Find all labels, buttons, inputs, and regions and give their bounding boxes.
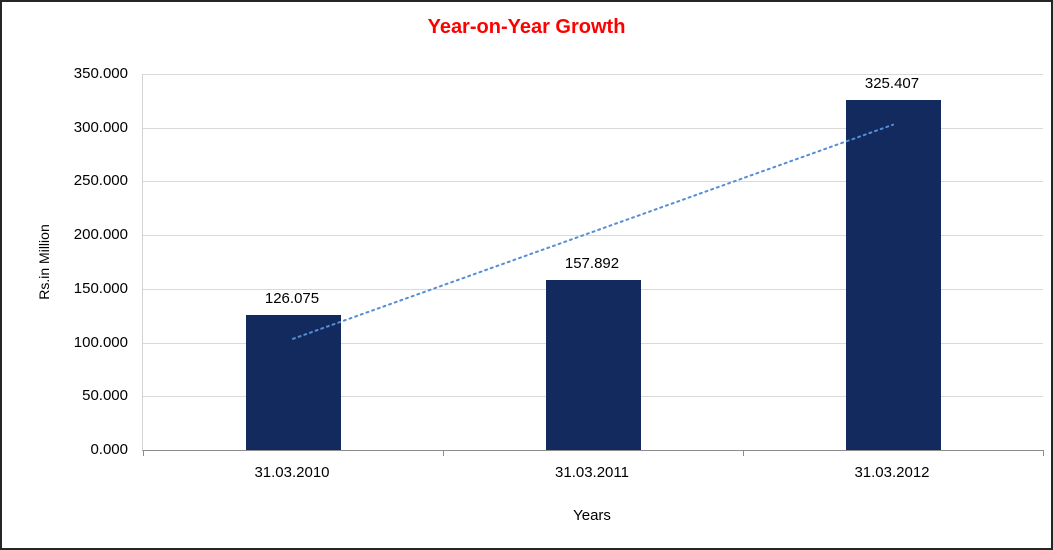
y-axis-tick-label: 50.000	[82, 387, 128, 405]
x-axis-title: Years	[573, 507, 611, 524]
chart-title: Year-on-Year Growth	[427, 16, 626, 38]
data-label: 325.407	[864, 75, 920, 93]
y-axis-tick-label: 150.000	[73, 279, 128, 297]
x-axis-tick-label: 31.03.2012	[854, 464, 930, 481]
bar-31.03.2011	[545, 280, 641, 450]
x-axis-tick-mark	[143, 450, 144, 456]
x-axis-tick-label: 31.03.2010	[254, 464, 330, 481]
y-axis-tick-label: 300.000	[73, 118, 128, 136]
data-label: 126.075	[264, 289, 320, 307]
x-axis-tick-mark	[443, 450, 444, 456]
x-axis-tick-label: 31.03.2011	[555, 464, 629, 481]
y-axis-tick-label: 0.000	[90, 441, 128, 458]
y-axis-tick-label: 200.000	[73, 226, 128, 244]
x-axis-tick-mark	[743, 450, 744, 456]
x-axis-tick-mark	[1043, 450, 1044, 456]
gridline	[143, 74, 1043, 75]
bar-31.03.2010	[245, 314, 341, 450]
data-label: 157.892	[564, 255, 620, 273]
y-axis-tick-label: 350.000	[73, 65, 128, 82]
y-axis-tick-label: 250.000	[73, 172, 128, 190]
bar-31.03.2012	[845, 100, 941, 450]
y-axis-tick-label: 100.000	[73, 333, 128, 351]
